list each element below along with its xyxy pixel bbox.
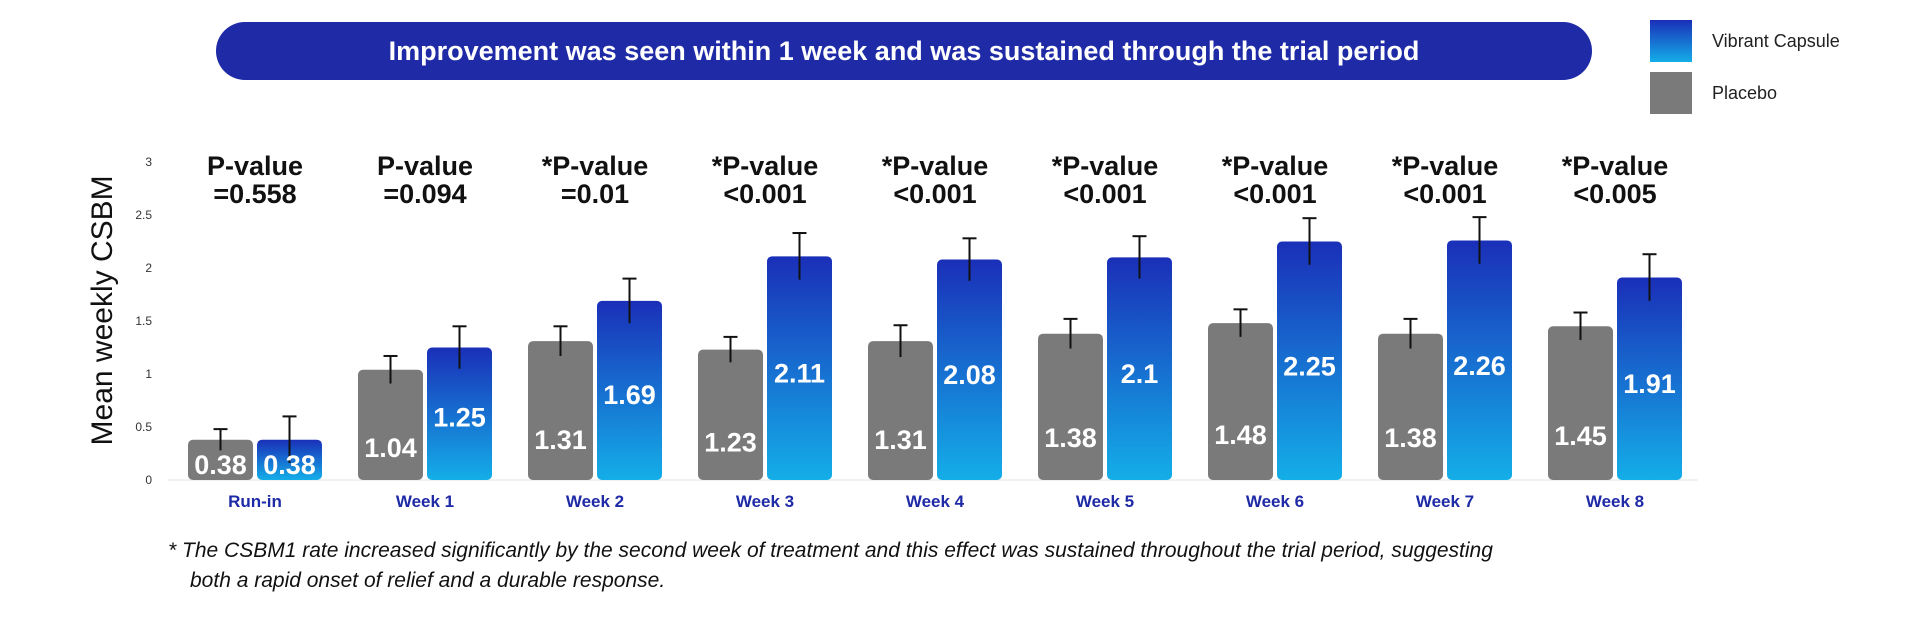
legend-swatch-placebo [1650, 72, 1692, 114]
bar-placebo [358, 369, 423, 480]
p-value-annotation-line1: *P-value [1222, 151, 1329, 181]
data-label-placebo: 1.23 [704, 427, 757, 457]
data-label-vibrant-capsule: 1.25 [433, 402, 486, 432]
bar-placebo [868, 341, 933, 480]
data-label-placebo: 1.38 [1384, 423, 1437, 453]
bar-placebo [1548, 326, 1613, 480]
x-tick-label: Week 6 [1246, 492, 1304, 511]
p-value-annotation-line2: <0.001 [893, 179, 976, 209]
data-label-vibrant-capsule: 1.69 [603, 380, 656, 410]
bar-placebo [698, 349, 763, 480]
bar-placebo [1208, 323, 1273, 480]
p-value-annotation-line1: *P-value [882, 151, 989, 181]
data-label-placebo: 0.38 [194, 450, 247, 480]
footnote: * The CSBM1 rate increased significantly… [168, 536, 1728, 596]
p-value-annotation-line1: *P-value [712, 151, 819, 181]
bar-vibrant-capsule [1447, 240, 1512, 480]
data-label-vibrant-capsule: 2.08 [943, 360, 996, 390]
legend-label-placebo: Placebo [1712, 82, 1778, 103]
p-value-annotation-line2: =0.01 [561, 179, 629, 209]
p-value-annotation-line2: <0.001 [723, 179, 806, 209]
bar-vibrant-capsule [767, 256, 832, 480]
data-label-placebo: 1.31 [874, 425, 927, 455]
data-label-vibrant-capsule: 1.91 [1623, 369, 1676, 399]
legend-label-vibrant-capsule: Vibrant Capsule [1712, 30, 1840, 51]
data-label-placebo: 1.45 [1554, 421, 1607, 451]
footnote-line-2: both a rapid onset of relief and a durab… [190, 569, 666, 592]
y-tick-label: 2.5 [135, 208, 152, 222]
p-value-annotation-line1: *P-value [1052, 151, 1159, 181]
bar-placebo [1038, 333, 1103, 480]
p-value-annotation-line1: *P-value [1392, 151, 1499, 181]
p-value-annotation-line1: *P-value [1562, 151, 1669, 181]
p-value-annotation-line1: P-value [207, 151, 303, 181]
chart-title: Improvement was seen within 1 week and w… [216, 22, 1592, 80]
bar-vibrant-capsule [427, 347, 492, 480]
bar-placebo [1378, 333, 1443, 480]
bar-placebo [528, 341, 593, 480]
data-label-vibrant-capsule: 2.26 [1453, 351, 1506, 381]
p-value-annotation-line1: *P-value [542, 151, 649, 181]
legend-swatch-vibrant-capsule [1650, 20, 1692, 62]
y-axis-label: Mean weekly CSBM [86, 175, 119, 445]
p-value-annotation-line2: =0.558 [213, 179, 296, 209]
bar-vibrant-capsule [1107, 257, 1172, 480]
data-label-vibrant-capsule: 2.11 [774, 359, 825, 389]
y-tick-label: 0 [145, 473, 152, 487]
bar-placebo [188, 439, 253, 480]
x-tick-label: Week 8 [1586, 492, 1644, 511]
x-tick-label: Week 2 [566, 492, 624, 511]
y-tick-label: 1 [145, 367, 152, 381]
p-value-annotation-line1: P-value [377, 151, 473, 181]
data-label-vibrant-capsule: 2.1 [1121, 359, 1159, 389]
y-tick-label: 2 [145, 261, 152, 275]
bar-vibrant-capsule [1277, 241, 1342, 480]
bar-vibrant-capsule [937, 259, 1002, 480]
p-value-annotation-line2: <0.001 [1403, 179, 1486, 209]
bar-vibrant-capsule [1617, 277, 1682, 480]
y-tick-label: 1.5 [135, 314, 152, 328]
p-value-annotation-line2: <0.005 [1573, 179, 1656, 209]
x-tick-label: Week 3 [736, 492, 794, 511]
x-tick-label: Week 4 [906, 492, 965, 511]
x-tick-label: Week 5 [1076, 492, 1134, 511]
p-value-annotation-line2: =0.094 [383, 179, 466, 209]
x-tick-label: Run-in [228, 492, 282, 511]
p-value-annotation-line2: <0.001 [1063, 179, 1146, 209]
data-label-placebo: 1.31 [534, 425, 587, 455]
footnote-line-1: * The CSBM1 rate increased significantly… [168, 539, 1493, 562]
x-tick-label: Week 1 [396, 492, 454, 511]
x-tick-label: Week 7 [1416, 492, 1474, 511]
data-label-vibrant-capsule: 2.25 [1283, 352, 1336, 382]
legend-item-vibrant-capsule: Vibrant Capsule [1650, 20, 1840, 62]
bar-vibrant-capsule [597, 300, 662, 480]
y-tick-label: 3 [145, 155, 152, 169]
data-label-placebo: 1.38 [1044, 423, 1097, 453]
data-label-vibrant-capsule: 0.38 [263, 450, 316, 480]
legend-item-placebo: Placebo [1650, 72, 1777, 114]
data-label-placebo: 1.04 [364, 433, 417, 463]
data-label-placebo: 1.48 [1214, 420, 1267, 450]
y-tick-label: 0.5 [135, 420, 152, 434]
p-value-annotation-line2: <0.001 [1233, 179, 1316, 209]
